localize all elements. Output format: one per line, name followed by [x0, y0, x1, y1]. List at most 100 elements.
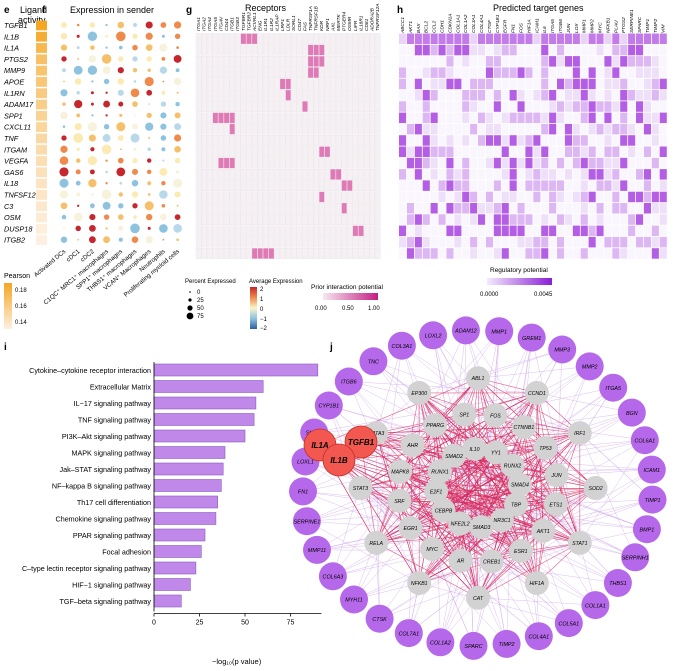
receptor-cell [319, 67, 325, 79]
target-cell [588, 44, 596, 56]
target-cell [509, 123, 517, 135]
target-label: SERPINE1 [629, 9, 635, 33]
hub-edge [399, 471, 479, 598]
target-cell [620, 101, 628, 112]
receptor-cell [251, 214, 258, 225]
receptor-cell [274, 89, 280, 101]
receptor-cell [195, 157, 202, 169]
target-cell [659, 67, 667, 78]
target-cell [454, 191, 462, 203]
receptor-cell [251, 44, 258, 56]
dot-mark [131, 168, 139, 175]
target-cell [406, 225, 414, 237]
receptor-cell [279, 101, 286, 112]
target-cell [422, 44, 430, 56]
target-cell [572, 146, 580, 157]
dot-mark [102, 134, 111, 142]
receptor-label: ITGB3 [235, 17, 241, 31]
target-cell [414, 146, 422, 157]
target-cell [628, 101, 636, 112]
target-cell [612, 33, 620, 44]
target-label: BAX [416, 23, 422, 33]
activity-cell [36, 235, 47, 245]
hub-edge [410, 484, 520, 529]
receptor-cell [302, 191, 308, 203]
receptor-cell [263, 202, 269, 214]
target-cell [438, 203, 446, 214]
receptor-cell [212, 191, 219, 203]
target-cell [414, 44, 422, 56]
panel-g-title: Receptors [245, 3, 287, 13]
target-node-label: COL3A1 [392, 344, 413, 350]
receptor-cell [324, 55, 331, 67]
hub-node-label: EGR1 [404, 526, 418, 532]
target-cell [462, 203, 470, 214]
target-cell [643, 169, 651, 180]
receptor-cell [369, 236, 375, 248]
target-edge [477, 349, 563, 379]
prior-colorbar [323, 293, 378, 300]
receptor-cell [296, 168, 303, 180]
receptor-cell [246, 168, 252, 180]
target-edge [464, 330, 467, 415]
target-cell [659, 78, 667, 90]
pct-dot-75 [186, 312, 194, 320]
target-label: COL1A2 [463, 14, 469, 33]
target-cell [478, 78, 486, 90]
target-cell [430, 214, 438, 225]
target-cell [430, 112, 438, 124]
dot-mark [174, 214, 181, 220]
dot-mark [176, 204, 179, 207]
target-node-label: MYH11 [345, 598, 363, 604]
receptor-cell [201, 236, 207, 248]
receptor-cell [369, 180, 375, 192]
receptor-cell [207, 146, 213, 158]
receptor-cell [223, 236, 230, 248]
target-label: ICAM1 [534, 18, 540, 33]
receptor-cell [285, 191, 291, 203]
ligand-label: VEGFA [4, 157, 28, 166]
ligand-edge [360, 392, 537, 443]
target-cell [564, 44, 572, 56]
target-cell [517, 112, 525, 124]
target-cell [430, 203, 438, 214]
receptor-cell [296, 214, 303, 225]
target-cell [525, 169, 533, 180]
target-cell [414, 203, 422, 214]
dot-mark [91, 80, 94, 83]
target-cell [620, 44, 628, 56]
dot-mark [118, 101, 124, 107]
target-cell [541, 67, 549, 78]
target-cell [525, 112, 533, 124]
target-cell [572, 67, 580, 78]
receptor-cell [229, 78, 235, 90]
receptor-cell [363, 123, 370, 135]
receptor-heatmap: ITGA1 ITGA2 ITGA4 ITGA5 ITGAV CD44 ITGB1 ITGB3 T… [195, 4, 381, 259]
receptor-cell [279, 112, 286, 124]
target-cell [636, 203, 644, 214]
target-cell [620, 225, 628, 237]
receptor-cell [307, 44, 314, 56]
target-cell [478, 101, 486, 112]
target-cell [596, 225, 604, 237]
receptor-cell [218, 112, 224, 124]
receptor-cell [212, 67, 219, 79]
ligand-label: IL1RN [4, 89, 25, 98]
receptor-cell [330, 89, 336, 101]
target-cell [462, 225, 470, 237]
target-cell [643, 33, 651, 44]
receptor-cell [223, 214, 230, 225]
receptor-cell [263, 225, 269, 237]
target-cell [533, 248, 541, 259]
receptor-cell [341, 33, 347, 45]
receptor-cell [319, 112, 325, 124]
receptor-cell [335, 214, 342, 225]
dot-mark [174, 33, 181, 39]
target-cell [446, 135, 454, 146]
target-cell [588, 90, 596, 101]
hub-node [479, 549, 504, 574]
receptor-cell [240, 214, 247, 225]
receptor-cell [240, 78, 247, 90]
receptor-cell [358, 55, 364, 67]
receptor-cell [274, 180, 280, 192]
